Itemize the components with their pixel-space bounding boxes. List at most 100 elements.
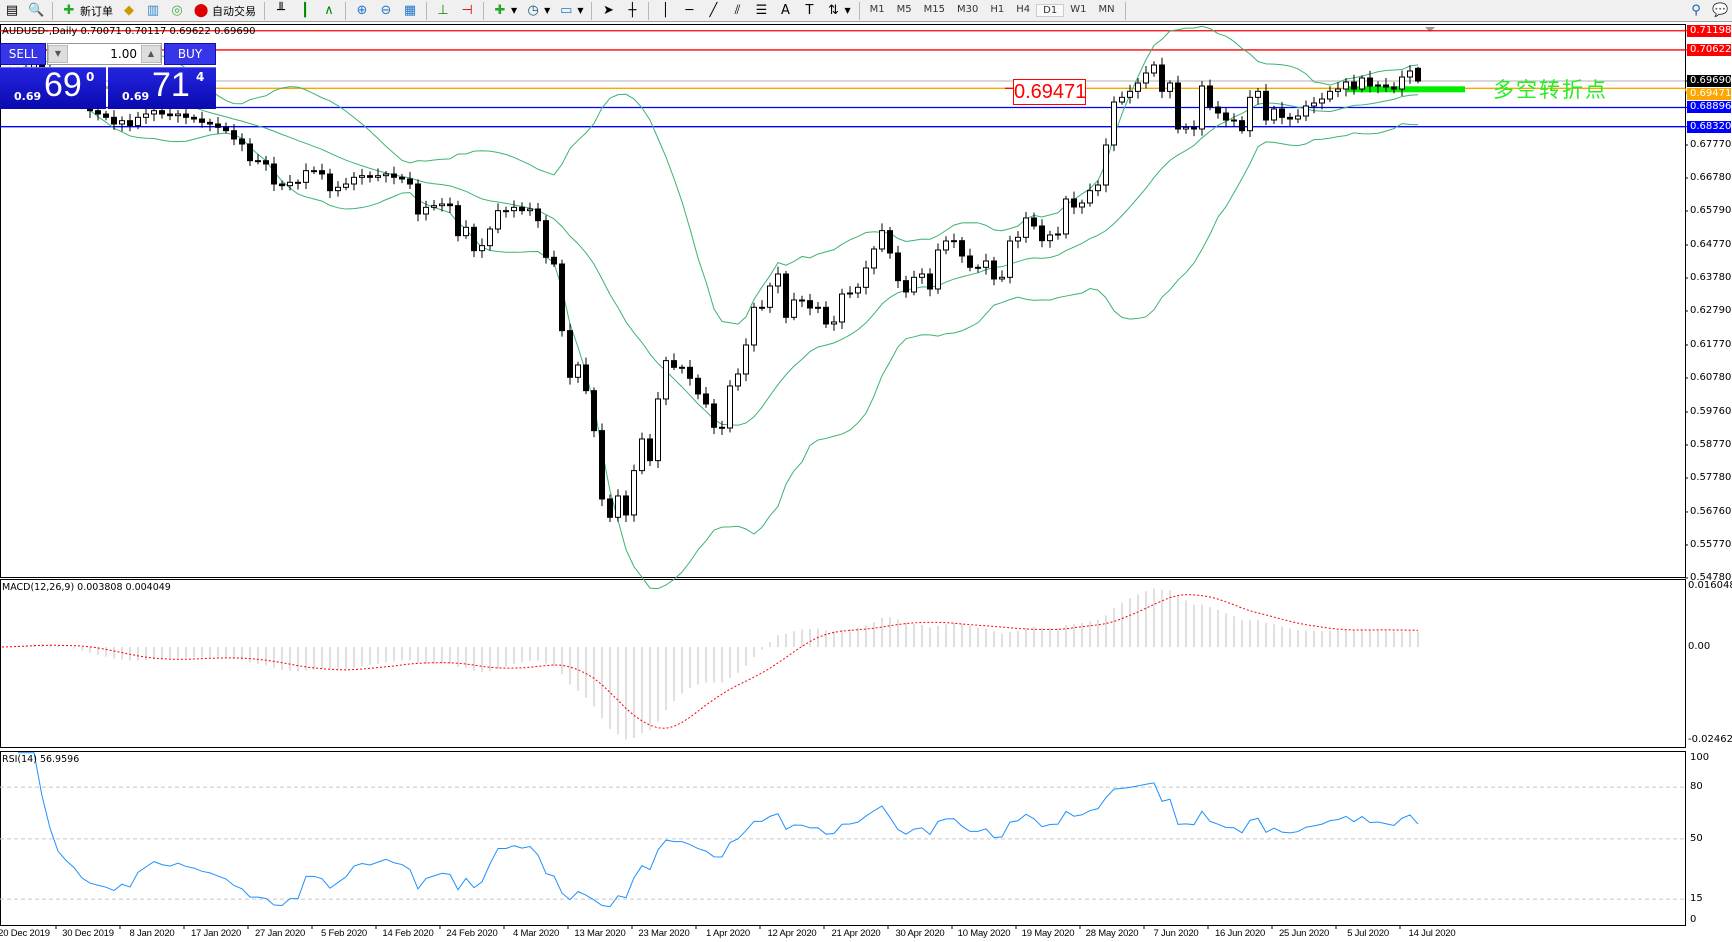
indicators-button[interactable]: ✚ ▼ [488, 1, 521, 21]
zoom-chart-button[interactable]: 🔍 [24, 1, 48, 21]
new-order-button[interactable]: ✚ 新订单 [57, 1, 117, 21]
candle [583, 364, 589, 392]
fibonacci-button[interactable]: ☰ [749, 1, 773, 21]
horizontal-line-button[interactable]: ─ [677, 1, 701, 21]
price-tick-label: 0.61770 [1690, 338, 1732, 350]
candlestick-button[interactable]: ┃ [293, 1, 317, 21]
timeframe-w1[interactable]: W1 [1070, 4, 1087, 15]
arrows-button[interactable]: ⇅ ▼ [821, 1, 854, 21]
timeframe-m5[interactable]: M5 [896, 4, 912, 15]
line-chart-button[interactable]: ∧ [317, 1, 341, 21]
candle [423, 206, 429, 215]
sell-button[interactable]: SELL [0, 43, 46, 65]
candle [607, 498, 613, 518]
zoom-in-button[interactable]: ⊕ [350, 1, 374, 21]
template-icon: ▭ [560, 2, 573, 18]
new-chart-button[interactable]: ▤ [0, 1, 24, 21]
auto-trading-button[interactable]: ⬤ 自动交易 [189, 1, 260, 21]
lot-input[interactable]: 1.00 [110, 47, 137, 61]
candle [783, 273, 789, 318]
text-button[interactable]: A [773, 1, 797, 21]
candle [1375, 84, 1381, 87]
candle [775, 273, 781, 287]
price-annotation-label[interactable]: 0.69471 [1013, 79, 1087, 105]
cursor-button[interactable]: ➤ [596, 1, 620, 21]
equidistant-channel-button[interactable]: ⫽ [725, 1, 749, 21]
timeframe-h4[interactable]: H4 [1016, 4, 1031, 15]
tile-windows-button[interactable]: ▦ [398, 1, 422, 21]
one-click-trading-panel: SELL ▼ 1.00 ▲ BUY 0.69 69 0 0.69 71 4 [0, 43, 216, 109]
timeframe-m15[interactable]: M15 [923, 4, 945, 15]
buy-button[interactable]: BUY [164, 43, 216, 65]
timeframe-m30[interactable]: M30 [956, 4, 979, 15]
crosshair-button[interactable]: ┼ [620, 1, 644, 21]
candle [1359, 77, 1365, 90]
lot-stepper[interactable]: ▼ 1.00 ▲ [47, 43, 162, 65]
bollinger-middle-band [25, 70, 1419, 426]
separator [648, 1, 650, 20]
candle [1047, 234, 1053, 242]
bar-chart-button[interactable]: ╨ [269, 1, 293, 21]
price-line-label: 0.68320 [1687, 120, 1731, 133]
candle [927, 273, 933, 290]
candle [119, 120, 125, 125]
dropdown-arrow-icon: ▼ [511, 6, 518, 15]
dropdown-arrow-icon: ▼ [544, 6, 551, 15]
buy-price-box[interactable]: 0.69 71 4 [108, 66, 216, 109]
price-tick-label: 0.59760 [1690, 405, 1732, 417]
search-button[interactable]: ⚲ [1684, 1, 1708, 21]
signals-button[interactable]: ◎ [165, 1, 189, 21]
candle [1255, 90, 1261, 98]
templates-button[interactable]: ▭ ▼ [554, 1, 587, 21]
candle [623, 495, 629, 516]
vertical-line-button[interactable]: │ [653, 1, 677, 21]
separator [483, 1, 484, 20]
date-tick-label: 17 Jan 2020 [190, 928, 242, 939]
candle [439, 203, 445, 207]
sell-price-box[interactable]: 0.69 69 0 [0, 66, 106, 109]
dropdown-arrow-icon: ▼ [577, 6, 584, 15]
zoom-out-button[interactable]: ⊖ [374, 1, 398, 21]
main-pane-frame [0, 24, 1686, 578]
candle [1399, 76, 1405, 90]
line-chart-icon: ∧ [324, 2, 334, 18]
auto-scroll-button[interactable]: ⊥ [431, 1, 455, 21]
candle [391, 173, 397, 178]
timeframe-mn[interactable]: MN [1098, 4, 1115, 15]
candle [831, 321, 837, 325]
candle [919, 273, 925, 278]
price-line-label: 0.69690 [1687, 75, 1731, 87]
tester-button[interactable]: ◆ [117, 1, 141, 21]
chart-canvas[interactable] [0, 24, 1732, 942]
candle [503, 210, 509, 213]
candle [1127, 90, 1133, 98]
lot-increase-button[interactable]: ▲ [141, 45, 161, 63]
chart-shift-button[interactable]: ⊣ [455, 1, 479, 21]
chat-button[interactable]: 💬 [1708, 1, 1732, 21]
candle [279, 183, 285, 187]
candle [975, 266, 981, 269]
candle [415, 183, 421, 215]
candle [231, 130, 237, 140]
date-tick-label: 27 Jan 2020 [254, 928, 306, 939]
green-zone-bar [1347, 86, 1465, 93]
candle [991, 260, 997, 280]
candlestick-icon: ┃ [301, 2, 309, 18]
timeframe-d1[interactable]: D1 [1036, 4, 1065, 17]
candle [183, 113, 189, 118]
lot-decrease-button[interactable]: ▼ [48, 45, 68, 63]
periods-button[interactable]: ◷ ▼ [521, 1, 554, 21]
reversal-point-text[interactable]: 多空转折点 [1493, 78, 1608, 102]
timeframe-h1[interactable]: H1 [990, 4, 1005, 15]
candle [343, 183, 349, 188]
candle [527, 208, 533, 212]
candle [287, 181, 293, 187]
text-label-button[interactable]: T [797, 1, 821, 21]
timeframe-m1[interactable]: M1 [869, 4, 885, 15]
mailbox-button[interactable]: ▥ [141, 1, 165, 21]
candle [1223, 112, 1229, 121]
candle [1207, 85, 1213, 108]
candle [1135, 82, 1141, 92]
trendline-button[interactable]: ╱ [701, 1, 725, 21]
candle [1247, 96, 1253, 132]
